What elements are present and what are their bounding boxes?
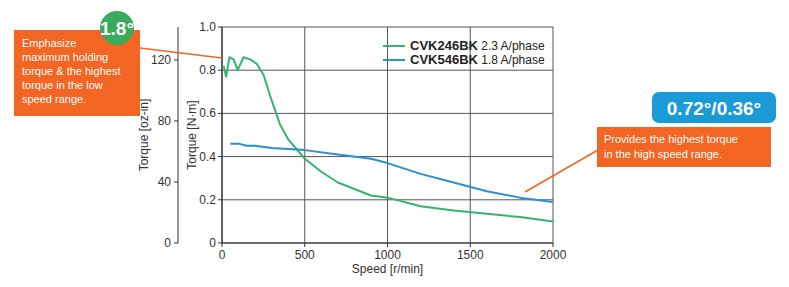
badge	[100, 11, 134, 45]
callout-text: maximum holding	[22, 51, 108, 63]
y2-tick-label: 40	[158, 175, 172, 189]
x-grid-line	[553, 27, 554, 243]
y2-tick-label: 120	[151, 53, 171, 67]
callout-line	[140, 48, 222, 58]
y-tick-label: 0.8	[199, 63, 216, 77]
x-tick	[304, 243, 305, 247]
callout-text: Provides the highest torque	[604, 133, 738, 145]
callout-box	[597, 127, 771, 167]
legend-swatch	[383, 45, 405, 47]
badge-text: 0.72°/0.36°	[667, 98, 761, 119]
x-tick	[387, 243, 388, 247]
x-tick-label: 1000	[374, 248, 401, 262]
y2-tick-label: 80	[158, 114, 172, 128]
legend-label: CVK246BK 2.3 A/phase	[410, 38, 545, 53]
x-tick	[470, 243, 471, 247]
y-tick-label: 0.4	[199, 150, 216, 164]
callout-text: speed range.	[22, 93, 86, 105]
callout-text: in the high speed range.	[604, 148, 722, 160]
legend-label-model: CVK546BK	[410, 52, 479, 67]
y2-tick	[174, 181, 178, 182]
y-tick	[218, 113, 222, 114]
legend-label-current: 1.8 A/phase	[478, 53, 545, 67]
y-tick-label: 1.0	[199, 20, 216, 34]
y-axis-line	[221, 27, 222, 243]
badge	[652, 92, 776, 123]
y-tick	[218, 199, 222, 200]
legend-swatch	[383, 59, 405, 61]
badge-text: 1.8°	[100, 18, 134, 39]
y2-tick-label: 0	[164, 236, 171, 250]
y-tick	[218, 243, 222, 244]
series-line	[224, 57, 553, 221]
x-grid-line	[222, 27, 223, 243]
x-tick	[553, 243, 554, 247]
y2-axis-line	[178, 27, 179, 243]
callout-text: torque in the low	[22, 79, 103, 91]
y-axis-title: Torque [N·m]	[185, 100, 199, 169]
chart: 0 0.2 0.4 0.6 0.8 1.0 0 40 80 120 0 500 1000 1500 2000…	[0, 0, 789, 287]
x-tick	[222, 243, 223, 247]
legend-label: CVK546BK 1.8 A/phase	[410, 52, 545, 67]
callout-text: torque & the highest	[22, 65, 120, 77]
y-tick-label: 0.2	[199, 193, 216, 207]
y-tick-label: 0.6	[199, 106, 216, 120]
x-axis-title: Speed [r/min]	[352, 262, 423, 276]
series-group	[224, 57, 553, 221]
callout-line	[525, 150, 598, 192]
x-tick-label: 500	[295, 248, 315, 262]
legend-label-model: CVK246BK	[410, 38, 479, 53]
series-line	[230, 144, 553, 202]
y-tick	[218, 70, 222, 71]
y-tick	[218, 156, 222, 157]
y2-tick	[174, 120, 178, 121]
callout-text: Emphasize	[22, 37, 76, 49]
y2-tick	[174, 243, 178, 244]
x-tick-label: 0	[219, 248, 226, 262]
x-tick-label: 1500	[457, 248, 484, 262]
y-tick	[218, 27, 222, 28]
y-tick-label: 0	[209, 236, 216, 250]
x-tick-label: 2000	[540, 248, 567, 262]
x-grid-line	[304, 27, 305, 243]
y2-tick	[174, 59, 178, 60]
legend-label-current: 2.3 A/phase	[478, 39, 545, 53]
